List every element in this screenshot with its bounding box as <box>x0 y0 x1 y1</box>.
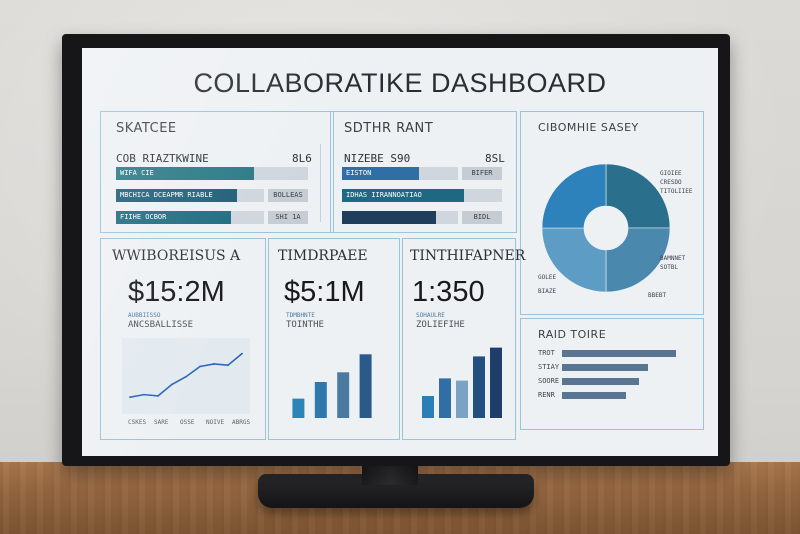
bar-text: FIIHE OCBOR <box>120 213 167 221</box>
bar-text: IDHAS IIRANNOATIAO <box>346 191 422 199</box>
ranking-bar <box>562 378 639 385</box>
value-box: BIDL <box>462 211 502 224</box>
ranking-label: STIAY <box>538 363 560 371</box>
bar-fill <box>342 167 419 180</box>
line-chart: CSKES SARE OSSE NOIVE ABRGS <box>122 338 250 426</box>
top-left-panel-label: SKATCEE <box>116 121 177 136</box>
vertical-divider <box>320 144 321 222</box>
bar-text: EISTON <box>346 169 372 177</box>
bar <box>314 382 327 418</box>
kpi-legend: TDMBHNTE <box>286 312 315 319</box>
donut-label: BAMNNET <box>660 255 686 262</box>
bar <box>422 396 434 418</box>
line-point <box>143 393 145 396</box>
value-box: SHI 1A <box>268 211 308 224</box>
ranking-bar <box>562 392 626 399</box>
monitor-screen: COLLABORATIKE DASHBOARD SKATCEE COB RIAZ… <box>82 48 718 456</box>
kpi-value: $15:2M <box>128 276 225 308</box>
top-middle-panel <box>330 111 517 233</box>
kpi-label: WWIBOREISUS A <box>112 248 241 264</box>
bar-fill <box>116 167 254 180</box>
ranking-bar <box>562 350 676 357</box>
bar-fill <box>116 211 231 224</box>
line-point <box>185 375 187 378</box>
ranking-panel <box>520 318 704 430</box>
line-point <box>171 383 173 386</box>
bar <box>359 354 372 418</box>
donut-slice <box>542 163 607 229</box>
kpi-value: $5:1M <box>284 276 365 308</box>
ranking-bar <box>562 364 648 371</box>
top-left-panel <box>100 111 334 233</box>
top-middle-row-name: NIZEBE S90 <box>344 152 411 165</box>
x-tick-label: OSSE <box>180 419 195 426</box>
kpi-label: TINTHIFAPNER <box>410 248 526 264</box>
donut-panel-label: CIBOMHIE SASEY <box>538 121 639 134</box>
bar <box>473 356 485 418</box>
bar <box>490 347 502 418</box>
donut-slice <box>605 227 671 293</box>
top-left-row-value: 8L6 <box>292 152 312 165</box>
ranking-label: SOORE <box>538 377 560 385</box>
bar <box>439 378 451 418</box>
kpi-panel-revenue <box>100 238 266 440</box>
kpi-legend: SOHAULRE <box>416 312 445 319</box>
x-tick-label: CSKES <box>128 419 146 426</box>
bar-chart-count <box>422 347 502 418</box>
top-middle-row-value: 8SL <box>485 152 505 165</box>
kpi-subtitle: ANCSBALLISSE <box>128 320 194 330</box>
x-tick-label: ABRGS <box>232 419 250 426</box>
value-box: BIFER <box>462 167 502 180</box>
donut-chart <box>542 163 671 293</box>
bar-fill <box>342 189 464 202</box>
donut-panel <box>520 111 704 315</box>
bar-text: WIFA CIE <box>120 169 154 177</box>
ranking-panel-label: RAID TOIRE <box>538 328 607 341</box>
bar-fill <box>342 211 436 224</box>
donut-label: GIOIEE <box>660 170 682 177</box>
kpi-subtitle: TOINTHE <box>286 320 324 330</box>
dashboard-title: COLLABORATIKE DASHBOARD <box>193 68 607 98</box>
kpi-label: TIMDRPAEE <box>278 248 368 264</box>
x-tick-label: SARE <box>154 419 169 426</box>
donut-label: SOTBL <box>660 264 679 271</box>
line-point <box>129 396 131 399</box>
line-point <box>227 364 229 367</box>
donut-label: BBEBT <box>648 292 667 299</box>
line-point <box>199 365 201 368</box>
donut-label: CRESDO <box>660 179 682 186</box>
bar <box>292 398 305 418</box>
donut-label: GOLEE <box>538 274 557 281</box>
line-point <box>241 352 243 355</box>
donut-slice <box>605 163 671 229</box>
kpi-panel-profit <box>268 238 400 440</box>
ranking-label: TROT <box>538 349 555 357</box>
bar-chart-profit <box>292 354 372 418</box>
kpi-panel-count <box>402 238 516 440</box>
top-left-row-name: COB RIAZTKWINE <box>116 152 209 165</box>
bar <box>337 372 350 418</box>
kpi-subtitle: ZOLIEFIHE <box>416 320 465 330</box>
ranking-label: RENR <box>538 391 555 399</box>
line-point <box>157 395 159 397</box>
value-box: BOLLEAS <box>268 189 308 202</box>
bar-fill <box>116 189 237 202</box>
kpi-value: 1:350 <box>412 276 485 308</box>
kpi-legend: AUBBIISSO <box>128 312 161 319</box>
donut-label: BIAZE <box>538 288 557 295</box>
donut-label: TITOLIIEE <box>660 188 693 195</box>
top-middle-panel-label: SDTHR RANT <box>344 121 434 136</box>
x-tick-label: NOIVE <box>206 419 224 426</box>
line-point <box>213 363 215 365</box>
bar <box>456 380 468 418</box>
bar-text: MBCHICA DCEAPMR RIABLE <box>120 191 213 199</box>
donut-slice <box>542 227 607 293</box>
